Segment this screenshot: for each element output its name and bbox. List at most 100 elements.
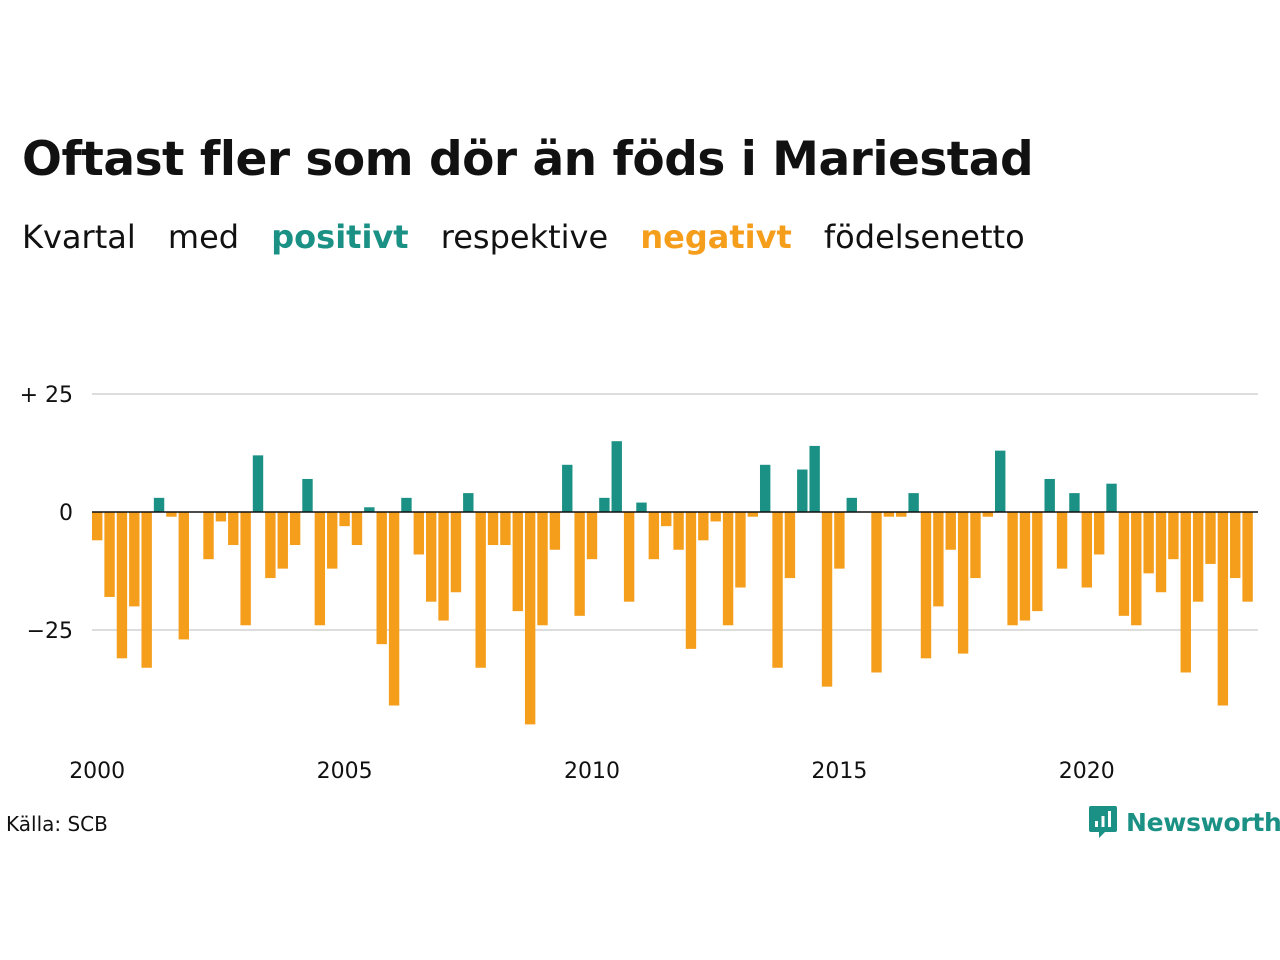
bar	[265, 512, 276, 579]
bar	[104, 512, 115, 597]
bar	[945, 512, 956, 550]
bar	[1143, 512, 1154, 574]
bar	[178, 512, 189, 640]
subtitle-word-with: med	[167, 218, 240, 256]
bar	[957, 512, 969, 654]
bar	[661, 512, 672, 527]
bar	[512, 512, 523, 612]
bar-chart: + 25 0 −25 2000 2005 2010 2015 2020	[20, 383, 1258, 784]
bar	[240, 512, 251, 626]
bar	[1081, 512, 1092, 588]
bar	[834, 512, 845, 569]
bar	[228, 512, 239, 546]
bar	[116, 512, 128, 659]
bar	[203, 512, 214, 560]
bar	[351, 512, 363, 546]
bar	[1069, 493, 1080, 512]
source-note: Källa: SCB	[6, 812, 108, 836]
chart-title: Oftast fler som dör än föds i Mariestad	[22, 132, 1034, 187]
bar	[1007, 512, 1018, 626]
bar	[1019, 512, 1031, 621]
bar	[586, 512, 598, 560]
bar	[1131, 512, 1142, 626]
bar	[1217, 512, 1229, 706]
bar	[438, 512, 449, 621]
bar	[673, 512, 684, 550]
newsworthy-logo-icon	[1089, 806, 1117, 838]
bar	[1044, 478, 1055, 512]
bar	[289, 512, 301, 546]
bar	[302, 478, 313, 512]
chart-subtitle: Kvartal med positivt respektive negativt…	[22, 215, 1047, 259]
bar	[1106, 483, 1117, 512]
bar	[549, 512, 561, 550]
bar	[166, 512, 177, 517]
subtitle-negative-legend: negativt	[640, 218, 792, 256]
bar	[722, 512, 734, 626]
bar	[153, 497, 165, 512]
bar	[871, 512, 882, 673]
bar	[1032, 512, 1043, 612]
bar	[277, 512, 288, 569]
subtitle-word-respectively: respektive	[440, 218, 609, 256]
bar	[562, 464, 573, 512]
x-tick-label: 2015	[811, 759, 867, 784]
bar	[1230, 512, 1241, 579]
bar	[883, 512, 895, 517]
bar	[1155, 512, 1167, 593]
bar	[327, 512, 338, 569]
y-tick-label: −25	[27, 619, 73, 644]
x-tick-label: 2000	[69, 759, 125, 784]
bar	[314, 512, 326, 626]
bar	[970, 512, 981, 579]
bar	[574, 512, 585, 616]
bar	[809, 445, 820, 512]
bar	[896, 512, 907, 517]
bar	[129, 512, 140, 607]
bar	[1056, 512, 1068, 569]
bar	[759, 464, 771, 512]
bar	[735, 512, 746, 588]
bar	[797, 469, 808, 512]
x-tick-label: 2005	[317, 759, 373, 784]
bar	[537, 512, 548, 626]
subtitle-positive-legend: positivt	[271, 218, 409, 256]
bar	[1093, 512, 1105, 555]
bar	[500, 512, 511, 546]
bar	[1192, 512, 1204, 602]
bar	[623, 512, 635, 602]
bar	[524, 512, 536, 725]
subtitle-word-birth-net: födelsenetto	[823, 218, 1025, 256]
bar	[339, 512, 350, 527]
bar	[487, 512, 499, 546]
bar	[413, 512, 425, 555]
bar	[376, 512, 387, 645]
bar	[995, 450, 1006, 512]
bar	[611, 441, 622, 512]
bar	[1242, 512, 1253, 602]
bar	[648, 512, 660, 560]
bar	[685, 512, 697, 649]
bar	[1118, 512, 1130, 616]
bar	[92, 512, 103, 541]
bar	[982, 512, 994, 517]
bar	[698, 512, 709, 541]
x-tick-label: 2010	[564, 759, 620, 784]
bar	[747, 512, 759, 517]
y-tick-label: + 25	[20, 383, 73, 408]
bar	[710, 512, 721, 522]
bar	[475, 512, 486, 668]
bar	[784, 512, 796, 579]
bar	[1180, 512, 1191, 673]
bar	[364, 507, 375, 512]
bar	[599, 497, 610, 512]
bar	[772, 512, 783, 668]
bar	[1168, 512, 1179, 560]
bar	[1205, 512, 1216, 564]
bar	[215, 512, 227, 522]
bar	[450, 512, 462, 593]
bar	[920, 512, 932, 659]
y-tick-label: 0	[59, 501, 73, 526]
bar	[933, 512, 944, 607]
bar	[463, 493, 474, 512]
